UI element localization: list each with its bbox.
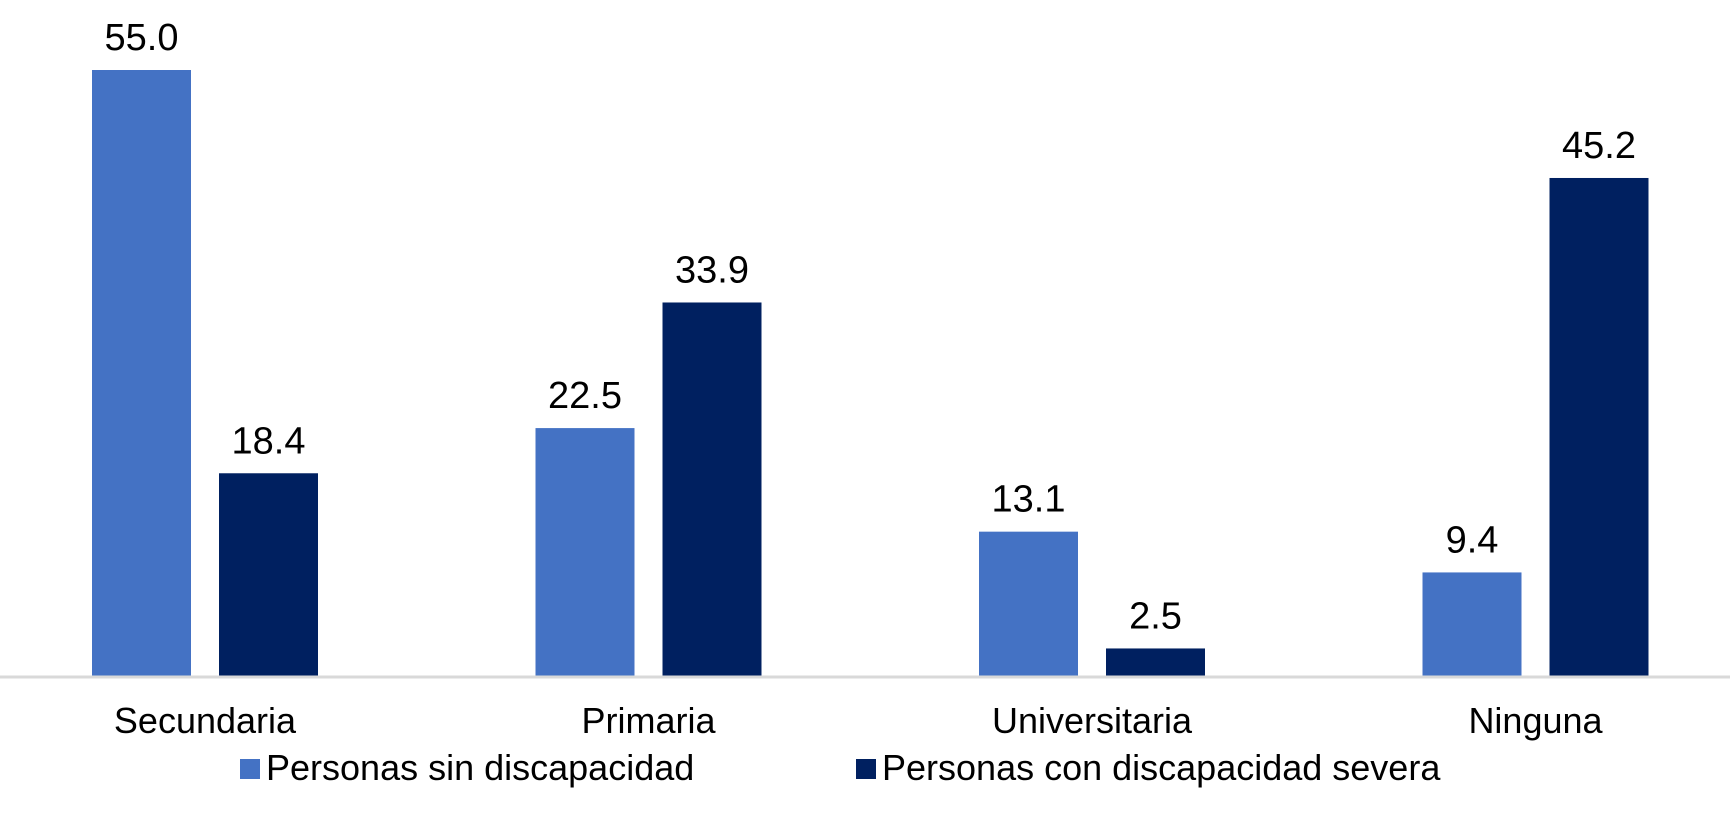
data-label: 9.4 — [1446, 519, 1499, 561]
legend-label-1: Personas sin discapacidad — [266, 747, 694, 788]
bars-layer — [92, 70, 1649, 676]
legend-swatch-2 — [856, 759, 876, 779]
legend: Personas sin discapacidad Personas con di… — [240, 747, 1441, 788]
category-label: Ninguna — [1468, 700, 1603, 741]
data-label: 22.5 — [548, 375, 622, 417]
category-label: Secundaria — [114, 700, 297, 741]
data-label: 55.0 — [105, 17, 179, 59]
bar-primaria-series-1 — [535, 428, 635, 676]
bar-universitaria-series-1 — [979, 531, 1078, 676]
data-label: 45.2 — [1562, 125, 1636, 167]
bar-ninguna-series-2 — [1549, 177, 1649, 676]
bar-primaria-series-2 — [662, 302, 762, 676]
legend-label-2: Personas con discapacidad severa — [882, 747, 1441, 788]
category-labels-layer: Secundaria Primaria Universitaria Ninguna — [114, 700, 1604, 741]
bar-ninguna-series-1 — [1422, 572, 1522, 676]
category-label: Primaria — [581, 700, 716, 741]
category-label: Universitaria — [992, 700, 1193, 741]
data-label: 13.1 — [992, 479, 1066, 521]
bar-secundaria-series-1 — [92, 70, 191, 676]
bar-universitaria-series-2 — [1106, 648, 1205, 676]
legend-swatch-1 — [240, 759, 260, 779]
bar-secundaria-series-2 — [219, 473, 318, 676]
data-label: 33.9 — [675, 249, 749, 291]
data-label: 2.5 — [1129, 595, 1182, 637]
data-labels-layer: 55.0 18.4 22.5 33.9 13.1 2.5 9.4 45.2 — [105, 17, 1636, 637]
data-label: 18.4 — [232, 420, 306, 462]
